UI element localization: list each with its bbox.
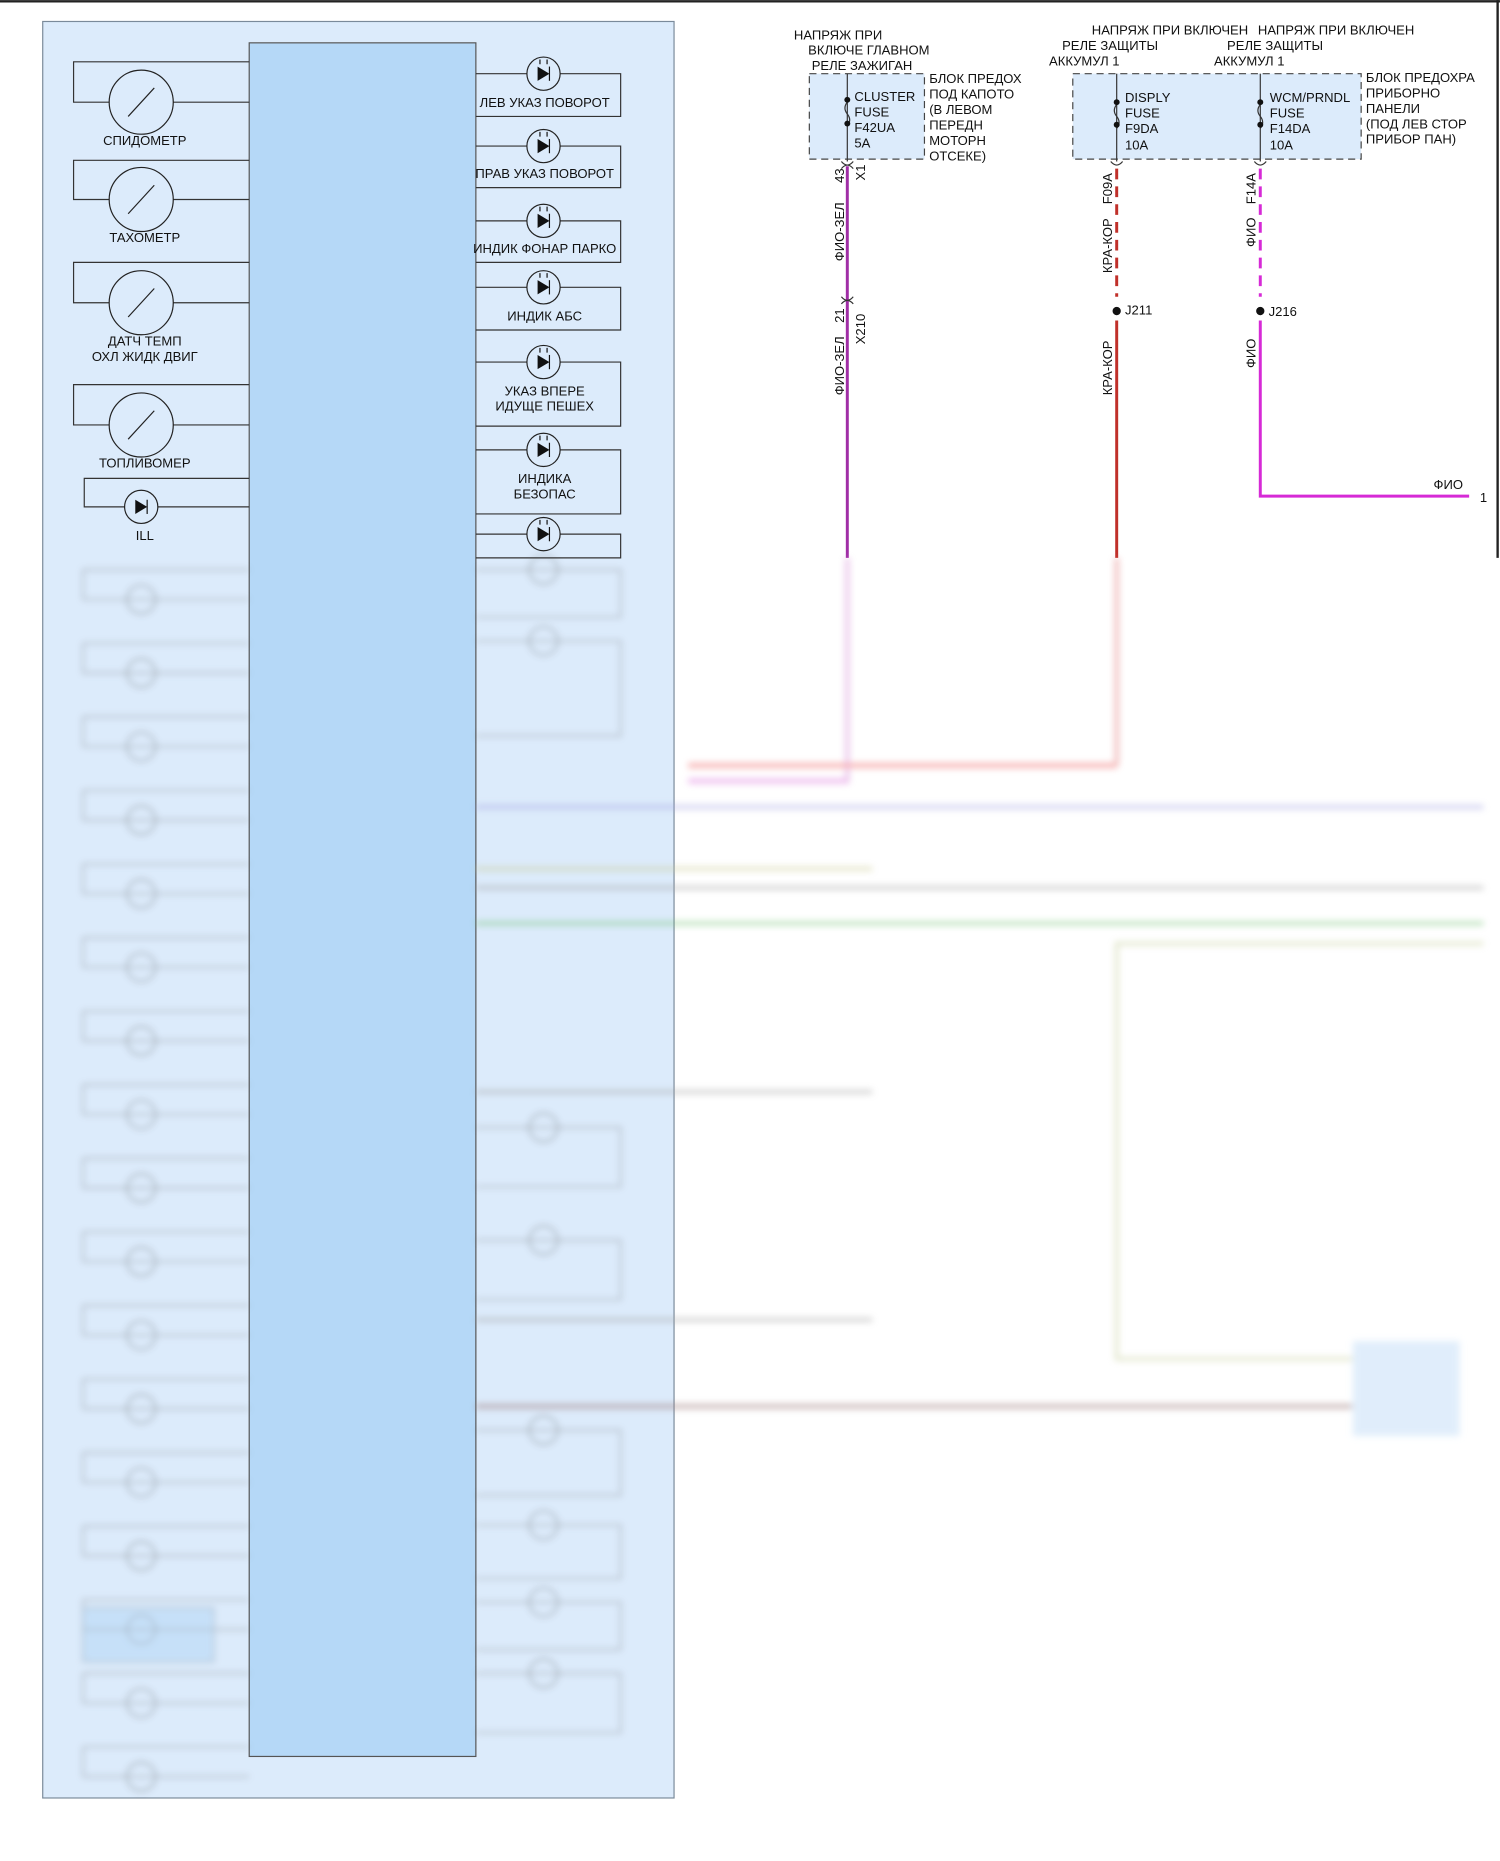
connector-x1-icon [840, 161, 854, 170]
gauge-icon [108, 166, 174, 233]
wire-violet-green: 43 X1 ФИО-ЗЕЛ 21 X210 ФИО-ЗЕЛ [832, 161, 868, 558]
connector-x210-icon [840, 296, 854, 305]
circuit-f14a: F14A [1244, 173, 1259, 204]
wire-red-brown: F09A КРА-КОР J211 КРА-КОР [1100, 161, 1152, 558]
wire-color-label: КРА-КОР [1100, 218, 1115, 273]
fuse-f14da: WCM/PRNDL FUSE F14DA 10A [1270, 90, 1354, 152]
indicator-2: ИНДИК ФОНАР ПАРКО [473, 203, 622, 263]
wire-color-label: КРА-КОР [1100, 340, 1115, 395]
wire-color-label: ФИО [1244, 218, 1259, 247]
pin-43: 43 [832, 168, 847, 183]
indicators-group: ЛЕВ УКАЗ ПОВОРОТ ПРАВ УКАЗ ПОВОРОТ ИНДИК Ф… [473, 56, 622, 559]
wire-color-label: ФИО [1434, 477, 1463, 492]
splice-label: J211 [1125, 303, 1152, 318]
pin-21: 21 [832, 308, 847, 323]
fuse-block-ip: НАПРЯЖ ПРИ ВКЛЮЧЕН РЕЛЕ ЗАЩИТЫ АККУМУЛ 1… [1049, 23, 1479, 162]
wire-color-label: ФИО-ЗЕЛ [832, 336, 847, 395]
power-label-ignition: НАПРЯЖ ПРИ ВКЛЮЧЕ ГЛАВНОМ РЕЛЕ ЗАЖИГАН [794, 27, 933, 73]
block-label-underhood: БЛОК ПРЕДОХ ПОД КАПОТО (В ЛЕВОМ ПЕРЕДН М… [929, 71, 1025, 163]
gauge-icon [108, 392, 174, 458]
fuse-f42ua: CLUSTER FUSE F42UA 5A [854, 89, 919, 150]
gauge-icon [108, 270, 174, 336]
gauge-icon [108, 69, 174, 135]
splice-j211 [1112, 306, 1121, 316]
ill-label: ILL [136, 528, 154, 543]
cluster-module [248, 42, 477, 1758]
gauge-1: ТАХОМЕТР [72, 159, 250, 245]
indicator-label: ИДУЩЕ ПЕШЕХ [495, 399, 594, 414]
fuse-block-underhood: НАПРЯЖ ПРИ ВКЛЮЧЕ ГЛАВНОМ РЕЛЕ ЗАЖИГАН Б… [794, 27, 1025, 163]
gauge-0: СПИДОМЕТР [72, 61, 250, 148]
wire-color-label: ФИО [1244, 339, 1259, 368]
blurred-lower-section [82, 554, 1484, 1792]
block-label-ip: БЛОК ПРЕДОХРА ПРИБОРНО ПАНЕЛИ (ПОД ЛЕВ С… [1366, 70, 1479, 147]
connector-x1-label: X1 [853, 165, 868, 181]
circuit-f09a: F09A [1100, 173, 1115, 204]
indicator-label: ИНДИК АБС [507, 309, 582, 324]
indicator-label: ПРАВ УКАЗ ПОВОРОТ [475, 166, 614, 181]
indicator-label: ИНДИК ФОНАР ПАРКО [473, 241, 616, 256]
indicator-6 [475, 516, 622, 559]
splice-label: J216 [1269, 304, 1297, 319]
indicator-3: ИНДИК АБС [475, 270, 622, 331]
indicator-label: ИНДИКА [518, 471, 572, 486]
indicator-label: БЕЗОПАС [514, 487, 576, 502]
ill-lamp: ILL [83, 477, 250, 543]
wire-violet: F14A ФИО J216 ФИО ФИО 1 [1244, 161, 1487, 505]
fuse-f9da: DISPLY FUSE F9DA 10A [1125, 90, 1174, 152]
gauge-label: ДАТЧ ТЕМП [108, 333, 182, 348]
gauge-label: СПИДОМЕТР [103, 133, 187, 148]
gauge-label: ОХЛ ЖИДК ДВИГ [92, 349, 198, 364]
power-label-battery-2: НАПРЯЖ ПРИ ВКЛЮЧЕН РЕЛЕ ЗАЩИТЫ АККУМУЛ 1 [1214, 23, 1418, 69]
indicator-label: УКАЗ ВПЕРЕ [505, 383, 585, 398]
gauge-3: ТОПЛИВОМЕР [72, 384, 250, 471]
gauge-label: ТАХОМЕТР [109, 230, 180, 245]
pin-1: 1 [1480, 490, 1487, 505]
indicator-label: ЛЕВ УКАЗ ПОВОРОТ [480, 95, 610, 110]
power-label-battery-1: НАПРЯЖ ПРИ ВКЛЮЧЕН РЕЛЕ ЗАЩИТЫ АККУМУЛ 1 [1049, 23, 1252, 69]
indicator-0: ЛЕВ УКАЗ ПОВОРОТ [475, 56, 622, 118]
splice-j216 [1256, 306, 1265, 316]
wire-color-label: ФИО-ЗЕЛ [832, 202, 847, 261]
connector-x210-label: X210 [853, 314, 868, 344]
indicator-1: ПРАВ УКАЗ ПОВОРОТ [475, 128, 622, 189]
gauge-label: ТОПЛИВОМЕР [99, 456, 191, 471]
led-icon [124, 489, 159, 525]
